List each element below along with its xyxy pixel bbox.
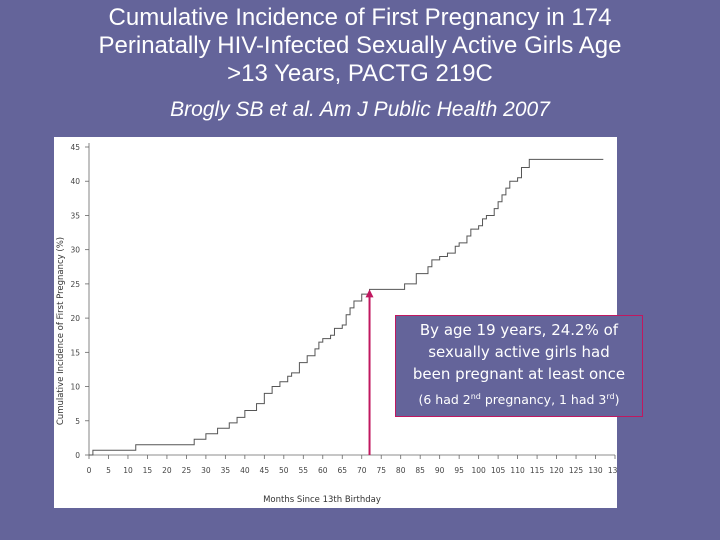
callout-line-3: been pregnant at least once bbox=[412, 365, 626, 383]
y-tick-label: 15 bbox=[70, 348, 80, 357]
x-tick-label: 110 bbox=[510, 466, 525, 475]
y-axis-label: Cumulative Incidence of First Pregnancy … bbox=[56, 237, 66, 425]
x-tick-label: 50 bbox=[279, 466, 289, 475]
x-tick-label: 75 bbox=[376, 466, 386, 475]
annotation-layer bbox=[365, 289, 374, 455]
x-tick-label: 5 bbox=[106, 466, 111, 475]
x-tick-label: 45 bbox=[260, 466, 270, 475]
x-tick-label: 10 bbox=[123, 466, 133, 475]
x-tick-label: 115 bbox=[530, 466, 545, 475]
y-tick-label: 10 bbox=[70, 383, 80, 392]
callout-note: (6 had 2nd pregnancy, 1 had 3rd) bbox=[396, 388, 642, 409]
x-tick-label: 80 bbox=[396, 466, 406, 475]
y-tick-label: 0 bbox=[75, 451, 80, 460]
x-tick-label: 125 bbox=[569, 466, 584, 475]
callout-note-pre: (6 had 2 bbox=[418, 392, 471, 408]
plot-frame bbox=[88, 143, 615, 456]
x-tick-label: 100 bbox=[471, 466, 486, 475]
callout-note-sup-2: rd bbox=[606, 392, 615, 401]
x-tick-label: 135 bbox=[608, 466, 617, 475]
callout-note-post: ) bbox=[614, 392, 620, 408]
x-tick-label: 90 bbox=[435, 466, 445, 475]
x-tick-label: 30 bbox=[201, 466, 211, 475]
callout-box: By age 19 years, 24.2% of sexually activ… bbox=[395, 315, 643, 417]
x-tick-label: 70 bbox=[357, 466, 367, 475]
title-line-3: >13 Years, PACTG 219C bbox=[227, 60, 493, 87]
x-tick-label: 15 bbox=[143, 466, 153, 475]
callout-line-2: sexually active girls had bbox=[428, 343, 610, 361]
callout-line-1: By age 19 years, 24.2% of bbox=[419, 321, 619, 339]
cumulative-incidence-chart: 0 5 10 15 20 25 30 35 40 45 0 5 10 15 20 25 30 35 40 45 50 55… bbox=[56, 143, 617, 505]
x-tick-label: 120 bbox=[549, 466, 564, 475]
x-tick-label: 105 bbox=[491, 466, 506, 475]
x-tick-label: 55 bbox=[299, 466, 309, 475]
arrow-head bbox=[365, 289, 374, 298]
y-tick-label: 40 bbox=[70, 177, 80, 186]
x-tick-label: 0 bbox=[87, 466, 92, 475]
x-tick-label: 130 bbox=[588, 466, 603, 475]
y-tick-label: 45 bbox=[70, 143, 80, 152]
title-line-1: Cumulative Incidence of First Pregnancy … bbox=[108, 4, 612, 31]
axis-ticks: 0 5 10 15 20 25 30 35 40 45 0 5 10 15 20 25 30 35 40 45 50 55… bbox=[70, 143, 617, 475]
y-tick-label: 20 bbox=[70, 314, 80, 323]
x-tick-label: 35 bbox=[221, 466, 231, 475]
citation: Brogly SB et al. Am J Public Health 2007 bbox=[170, 98, 550, 121]
x-tick-label: 65 bbox=[337, 466, 347, 475]
x-tick-label: 25 bbox=[182, 466, 192, 475]
slide-title: Cumulative Incidence of First Pregnancy … bbox=[0, 4, 720, 88]
series-line-0 bbox=[89, 158, 604, 456]
x-axis-label: Months Since 13th Birthday bbox=[263, 495, 381, 505]
x-tick-label: 85 bbox=[415, 466, 425, 475]
callout-note-sup-1: nd bbox=[470, 392, 481, 401]
x-tick-label: 40 bbox=[240, 466, 250, 475]
title-line-2: Perinatally HIV-Infected Sexually Active… bbox=[98, 32, 622, 59]
x-tick-label: 20 bbox=[162, 466, 172, 475]
callout-note-mid: pregnancy, 1 had 3 bbox=[480, 392, 607, 408]
y-tick-label: 25 bbox=[70, 280, 80, 289]
x-tick-label: 60 bbox=[318, 466, 328, 475]
x-tick-label: 95 bbox=[454, 466, 464, 475]
y-tick-label: 35 bbox=[70, 211, 80, 220]
y-tick-label: 30 bbox=[70, 246, 80, 255]
series-layer bbox=[89, 158, 604, 456]
y-tick-label: 5 bbox=[75, 417, 80, 426]
